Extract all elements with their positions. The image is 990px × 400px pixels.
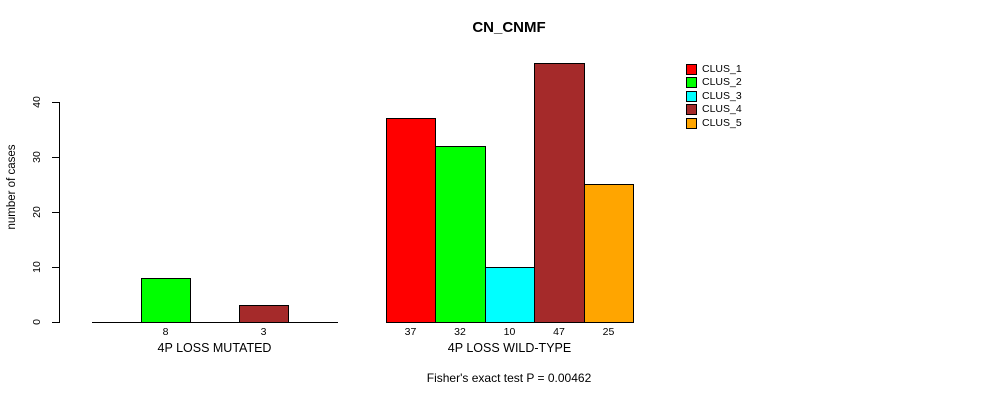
legend-label-clus_2: CLUS_2: [702, 76, 742, 88]
bar-clus_4: [239, 305, 289, 323]
y-axis-tick: [52, 102, 59, 103]
legend-label-clus_4: CLUS_4: [702, 103, 742, 115]
y-axis-tick-label: 30: [31, 151, 43, 163]
y-axis-tick-label: 40: [31, 96, 43, 108]
chart-title: CN_CNMF: [472, 19, 546, 36]
y-axis-tick-label: 20: [31, 206, 43, 218]
y-axis-tick: [52, 157, 59, 158]
legend-swatch-clus_5: [686, 118, 697, 129]
bar-clus_2: [141, 278, 191, 323]
bar-value-label: 32: [454, 326, 466, 338]
footnote: Fisher's exact test P = 0.00462: [426, 371, 592, 385]
legend-swatch-clus_1: [686, 64, 697, 75]
bar-value-label: 10: [503, 326, 516, 338]
bar-clus_5: [584, 184, 634, 323]
y-axis-label: number of cases: [6, 144, 18, 230]
y-axis-line: [59, 102, 60, 323]
bar-value-label: 3: [260, 326, 267, 338]
legend-label-clus_1: CLUS_1: [702, 63, 742, 75]
bar-value-label: 8: [162, 326, 169, 338]
group-label: 4P LOSS MUTATED: [157, 341, 272, 355]
bar-value-label: 37: [404, 326, 417, 338]
y-axis-tick-label: 10: [31, 261, 43, 273]
group-baseline: [92, 322, 338, 323]
bar-clus_3: [485, 267, 535, 323]
legend-label-clus_5: CLUS_5: [702, 117, 742, 129]
y-axis-tick: [52, 322, 59, 323]
bar-clus_4: [534, 63, 585, 323]
legend-swatch-clus_3: [686, 91, 697, 102]
group-label: 4P LOSS WILD-TYPE: [447, 341, 572, 355]
y-axis-tick: [52, 267, 59, 268]
legend-swatch-clus_2: [686, 77, 697, 88]
legend-swatch-clus_4: [686, 104, 697, 115]
bar-clus_2: [435, 146, 486, 323]
legend-label-clus_3: CLUS_3: [702, 90, 742, 102]
y-axis-tick: [52, 212, 59, 213]
y-axis-tick-label: 0: [31, 319, 43, 325]
bar-clus_1: [386, 118, 436, 323]
bar-value-label: 47: [553, 326, 565, 338]
bar-value-label: 25: [602, 326, 615, 338]
